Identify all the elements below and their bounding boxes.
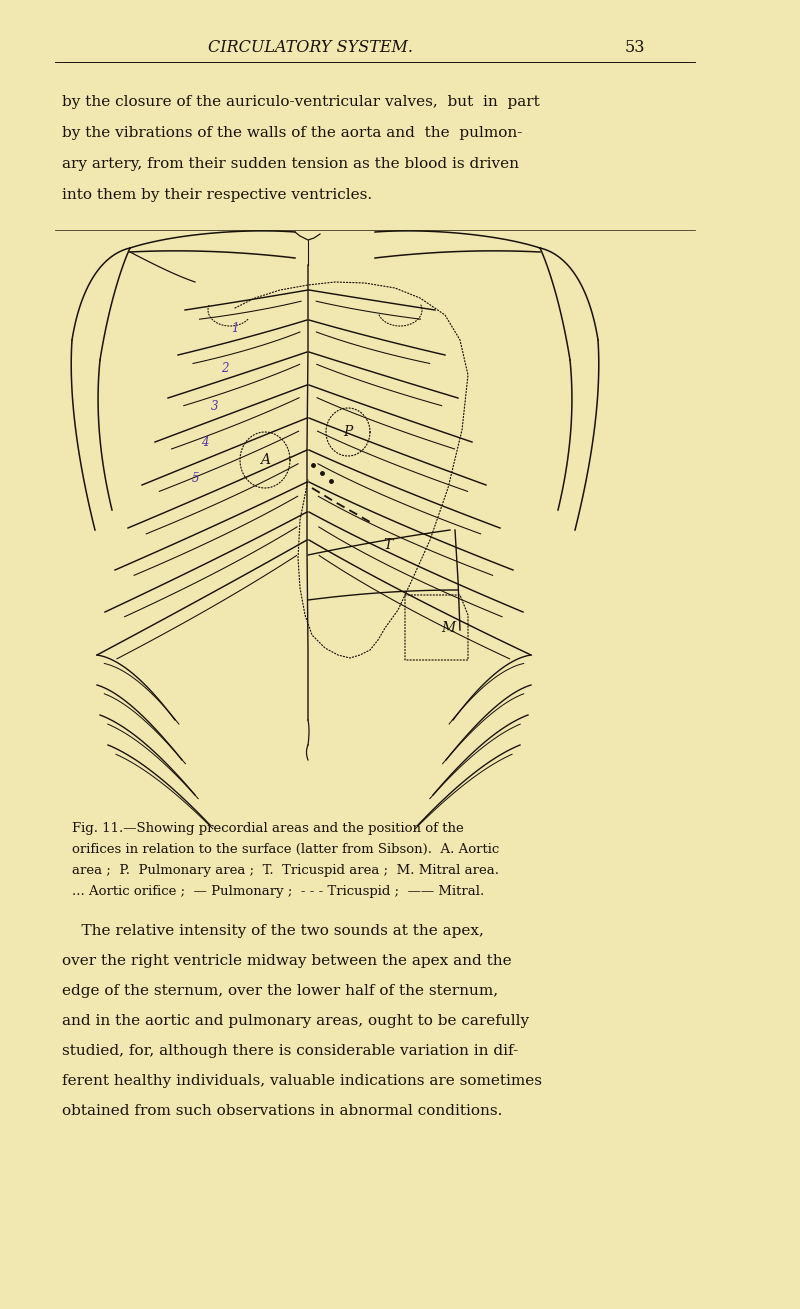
Text: by the closure of the auriculo-ventricular valves,  but  in  part: by the closure of the auriculo-ventricul… [62, 96, 540, 109]
Text: edge of the sternum, over the lower half of the sternum,: edge of the sternum, over the lower half… [62, 984, 498, 997]
Text: area ;  P.  Pulmonary area ;  T.  Tricuspid area ;  M. Mitral area.: area ; P. Pulmonary area ; T. Tricuspid … [72, 864, 499, 877]
Text: 53: 53 [625, 39, 646, 56]
Text: M: M [441, 620, 455, 635]
Text: ferent healthy individuals, valuable indications are sometimes: ferent healthy individuals, valuable ind… [62, 1073, 542, 1088]
Text: studied, for, although there is considerable variation in dif-: studied, for, although there is consider… [62, 1045, 518, 1058]
Text: by the vibrations of the walls of the aorta and  the  pulmon-: by the vibrations of the walls of the ao… [62, 126, 522, 140]
Text: CIRCULATORY SYSTEM.: CIRCULATORY SYSTEM. [207, 39, 413, 56]
Text: 2: 2 [222, 361, 229, 374]
Text: ary artery, from their sudden tension as the blood is driven: ary artery, from their sudden tension as… [62, 157, 519, 171]
Text: The relative intensity of the two sounds at the apex,: The relative intensity of the two sounds… [62, 924, 484, 939]
Text: and in the aortic and pulmonary areas, ought to be carefully: and in the aortic and pulmonary areas, o… [62, 1014, 529, 1028]
Text: ... Aortic orifice ;  — Pulmonary ;  - - - Tricuspid ;  —— Mitral.: ... Aortic orifice ; — Pulmonary ; - - -… [72, 885, 484, 898]
Text: orifices in relation to the surface (latter from Sibson).  A. Aortic: orifices in relation to the surface (lat… [72, 843, 499, 856]
Text: Fig. 11.—Showing precordial areas and the position of the: Fig. 11.—Showing precordial areas and th… [72, 822, 464, 835]
Text: over the right ventricle midway between the apex and the: over the right ventricle midway between … [62, 954, 512, 967]
Text: obtained from such observations in abnormal conditions.: obtained from such observations in abnor… [62, 1103, 502, 1118]
Text: into them by their respective ventricles.: into them by their respective ventricles… [62, 188, 372, 202]
Text: T: T [383, 538, 393, 552]
Text: 4: 4 [202, 436, 209, 449]
Text: 3: 3 [211, 399, 218, 412]
Text: 1: 1 [231, 322, 238, 335]
Text: A: A [260, 453, 270, 467]
Text: 5: 5 [191, 471, 198, 484]
Text: P: P [343, 425, 353, 439]
